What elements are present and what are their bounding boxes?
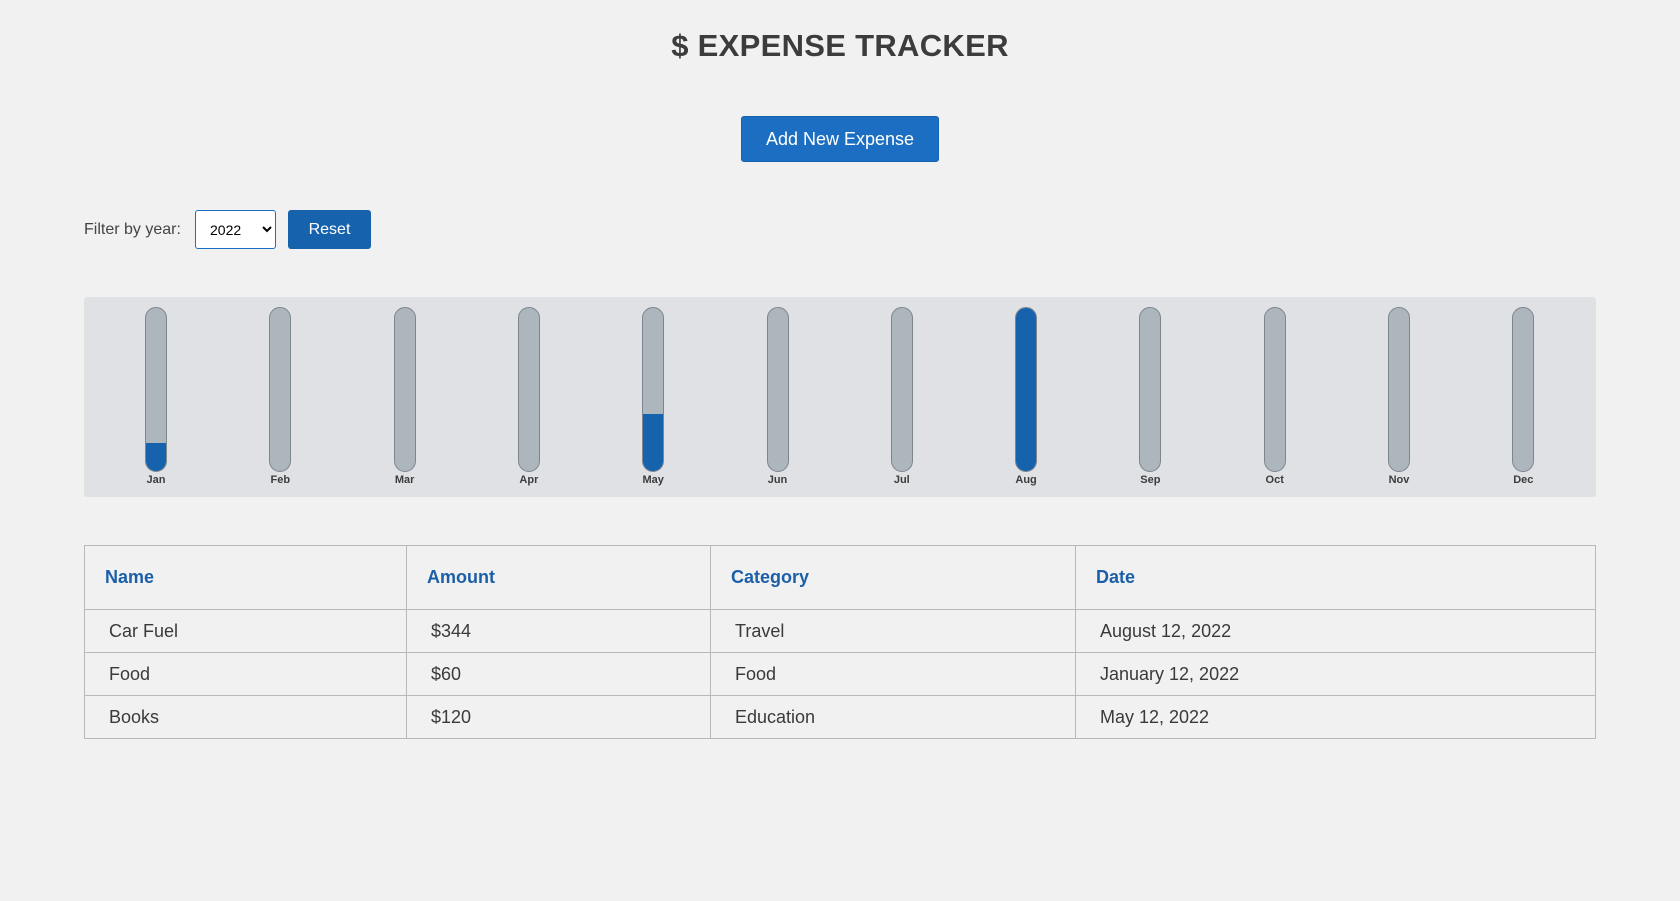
cell-name: Food <box>84 652 407 696</box>
chart-bar-nov: Nov <box>1369 307 1429 489</box>
cell-date: August 12, 2022 <box>1075 609 1596 653</box>
monthly-expense-chart: Jan Feb Mar Apr May Jun Jul Aug Sep Oct Nov Dec <box>84 297 1596 497</box>
chart-bar-sep: Sep <box>1120 307 1180 489</box>
reset-button[interactable]: Reset <box>288 210 371 249</box>
cell-category: Travel <box>710 609 1076 653</box>
add-new-expense-button[interactable]: Add New Expense <box>741 116 939 162</box>
cell-date: January 12, 2022 <box>1075 652 1596 696</box>
cell-amount: $60 <box>406 652 711 696</box>
bar-label: Aug <box>1015 474 1037 486</box>
bar-label: May <box>642 474 664 486</box>
bar-label: Sep <box>1140 474 1161 486</box>
bar-track <box>145 307 167 472</box>
cell-category: Education <box>710 695 1076 739</box>
bar-label: Dec <box>1513 474 1534 486</box>
year-select[interactable]: 2022 <box>195 210 276 249</box>
cell-amount: $344 <box>406 609 711 653</box>
bar-track <box>890 307 913 472</box>
bar-track <box>269 307 292 472</box>
bar-track <box>1015 307 1038 472</box>
column-header-amount: Amount <box>406 545 711 610</box>
column-header-name: Name <box>84 545 407 610</box>
bar-track <box>517 307 540 472</box>
cell-date: May 12, 2022 <box>1075 695 1596 739</box>
chart-bar-apr: Apr <box>499 307 559 489</box>
column-header-category: Category <box>710 545 1076 610</box>
bar-label: Jun <box>767 474 788 486</box>
table-row[interactable]: Car Fuel $344 Travel August 12, 2022 <box>84 609 1596 653</box>
page-title: $ EXPENSE TRACKER <box>671 28 1009 63</box>
bar-track <box>1139 307 1162 472</box>
bar-fill <box>146 442 166 471</box>
chart-bar-aug: Aug <box>996 307 1056 489</box>
bar-track <box>642 307 665 472</box>
bar-fill <box>1016 308 1037 471</box>
bar-label: Nov <box>1388 474 1410 486</box>
chart-bar-mar: Mar <box>375 307 435 489</box>
bar-label: Feb <box>270 474 291 486</box>
chart-bar-oct: Oct <box>1245 307 1305 489</box>
bar-label: Oct <box>1265 474 1284 486</box>
bar-track <box>1388 307 1410 472</box>
cell-name: Car Fuel <box>84 609 407 653</box>
expense-table: Name Amount Category Date Car Fuel $344 … <box>84 545 1596 739</box>
bar-track <box>1263 307 1286 472</box>
cell-category: Food <box>710 652 1076 696</box>
table-header-row: Name Amount Category Date <box>84 545 1596 610</box>
table-row[interactable]: Food $60 Food January 12, 2022 <box>84 652 1596 696</box>
chart-bar-may: May <box>623 307 683 489</box>
chart-bar-dec: Dec <box>1493 307 1553 489</box>
bar-track <box>1512 307 1535 472</box>
chart-bar-jun: Jun <box>748 307 808 489</box>
bar-label: Apr <box>519 474 539 486</box>
bar-label: Mar <box>394 474 415 486</box>
bar-label: Jul <box>893 474 910 486</box>
column-header-date: Date <box>1075 545 1596 610</box>
bar-fill <box>643 414 664 471</box>
chart-bar-jan: Jan <box>126 307 186 489</box>
bar-label: Jan <box>146 474 166 486</box>
cell-name: Books <box>84 695 407 739</box>
filter-label: Filter by year: <box>84 221 181 238</box>
bar-track <box>766 307 789 472</box>
cell-amount: $120 <box>406 695 711 739</box>
bar-track <box>393 307 416 472</box>
chart-bar-jul: Jul <box>872 307 932 489</box>
chart-bar-feb: Feb <box>250 307 310 489</box>
table-row[interactable]: Books $120 Education May 12, 2022 <box>84 695 1596 739</box>
